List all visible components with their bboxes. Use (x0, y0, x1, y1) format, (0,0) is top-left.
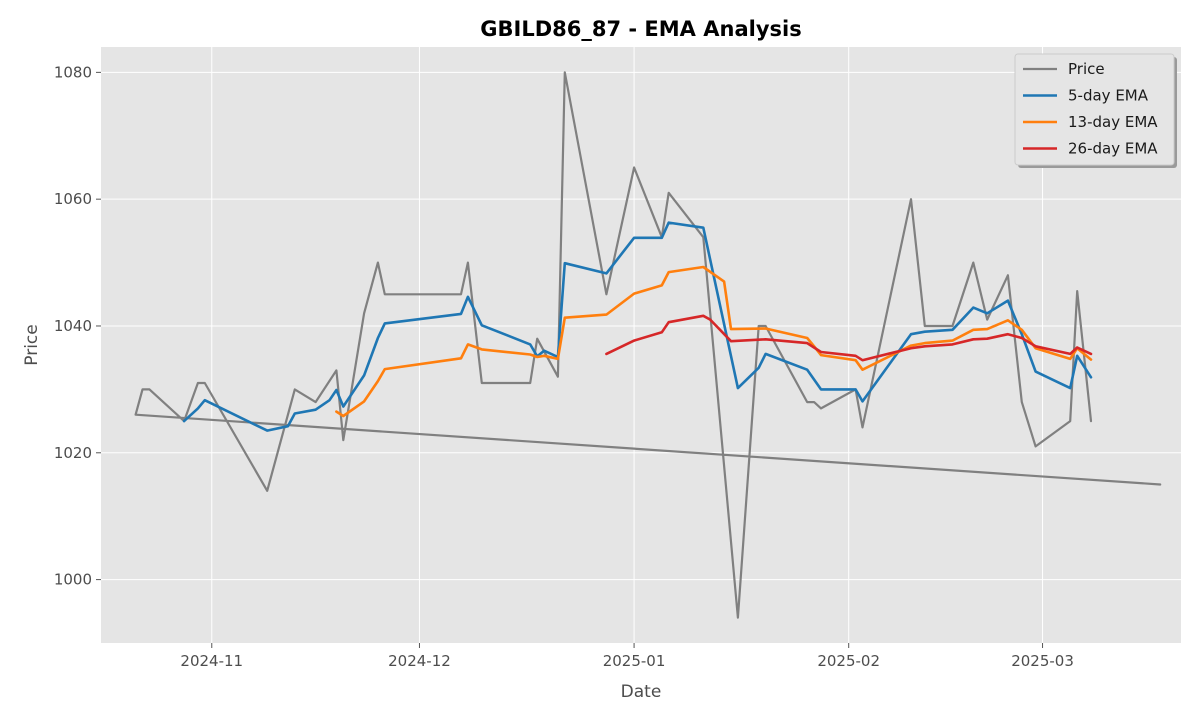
x-tick-label: 2025-03 (1011, 652, 1074, 670)
legend-label: 5-day EMA (1068, 87, 1149, 105)
axis-ticks: 2024-11 2024-12 2025-01 2025-02 2025-03 1000 1… (54, 63, 1074, 670)
x-axis-label: Date (621, 682, 662, 702)
y-tick-label: 1080 (54, 63, 92, 81)
y-tick-label: 1020 (54, 444, 92, 462)
x-tick-label: 2024-11 (180, 652, 243, 670)
x-tick-label: 2024-12 (388, 652, 451, 670)
y-tick-label: 1040 (54, 317, 92, 335)
legend-label: 26-day EMA (1068, 140, 1158, 158)
series-lines (134, 71, 1162, 619)
chart-title: GBILD86_87 - EMA Analysis (480, 17, 801, 41)
legend-label: Price (1068, 60, 1105, 78)
legend: Price 5-day EMA 13-day EMA 26-day EMA (1014, 53, 1177, 168)
series-line-5-day-ema (182, 221, 1093, 432)
legend-label: 13-day EMA (1068, 113, 1158, 131)
x-tick-label: 2025-02 (817, 652, 880, 670)
plot-area-background (101, 47, 1181, 643)
y-tick-label: 1000 (54, 571, 92, 589)
series-line-price (134, 71, 1162, 619)
x-tick-label: 2025-01 (603, 652, 666, 670)
series-line-13-day-ema (335, 265, 1093, 418)
series-line-26-day-ema (605, 314, 1093, 362)
y-axis-label: Price (22, 324, 42, 365)
y-tick-label: 1060 (54, 190, 92, 208)
legend-box (1014, 53, 1175, 166)
